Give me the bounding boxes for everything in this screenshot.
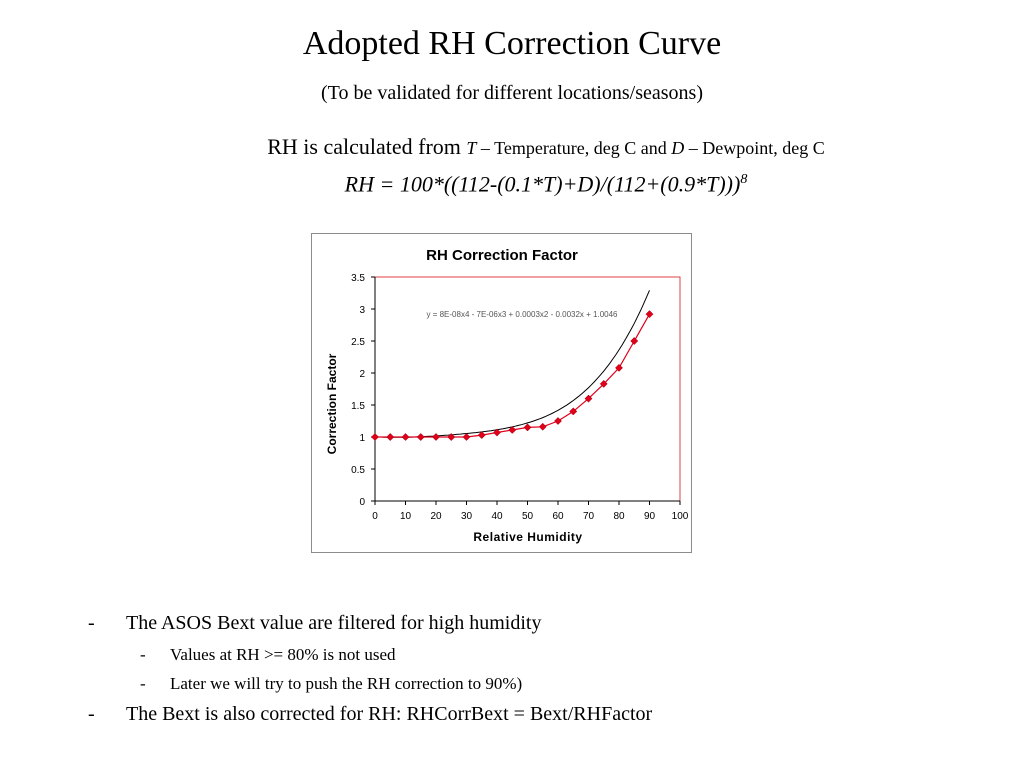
rh-formula: RH = 100*((112-(0.1*T)+D)/(112+(0.9*T)))…	[0, 165, 1024, 199]
plot-area-border	[375, 276, 681, 501]
y-tick-label: 1.5	[351, 401, 365, 412]
bullet-dash: -	[88, 612, 95, 634]
x-tick-label: 20	[430, 511, 442, 522]
data-point	[462, 433, 471, 441]
data-point	[645, 310, 654, 319]
formula-description: RH is calculated from T – Temperature, d…	[0, 133, 1024, 162]
y-tick-label: 0	[359, 497, 365, 508]
chart-plot-area: 0 0.5 1 1.5 2 2.5 3 3.5 0 10 20 30 40 50 60 70 80 90 100	[351, 273, 689, 522]
y-tick-label: 3	[359, 305, 365, 316]
rh-formula-text: RH = 100*((112-(0.1*T)+D)/(112+(0.9*T)))	[344, 171, 741, 197]
bullet-text: Later we will try to push the RH correct…	[170, 674, 523, 693]
x-tick-label: 50	[522, 511, 534, 522]
data-point	[371, 433, 379, 441]
trendline-equation: y = 8E-08x4 - 7E-06x3 + 0.0003x2 - 0.003…	[426, 310, 618, 319]
x-tick-label: 60	[552, 511, 564, 522]
data-point	[508, 426, 517, 434]
variable-d-description: – Dewpoint, deg C	[684, 138, 825, 158]
x-tick-label: 70	[583, 511, 595, 522]
x-tick-label: 40	[491, 511, 503, 522]
data-point	[432, 433, 440, 441]
data-point	[523, 423, 532, 432]
data-series-line	[375, 313, 651, 438]
y-tick-label: 1	[359, 433, 365, 444]
y-tick-label: 2.5	[351, 337, 365, 348]
data-point	[554, 417, 562, 425]
y-tick-label: 2	[359, 369, 365, 380]
data-point	[615, 363, 623, 372]
data-point	[416, 433, 425, 441]
data-point	[447, 433, 456, 441]
x-tick-label: 80	[613, 511, 625, 522]
rh-correction-chart: RH Correction Factor Correction Factor R…	[311, 233, 692, 553]
data-point	[569, 407, 578, 416]
variable-t-description: – Temperature, deg C and	[476, 138, 672, 158]
formula-intro: RH is calculated from	[267, 134, 461, 159]
data-point	[630, 337, 639, 345]
x-tick-label: 100	[672, 511, 689, 522]
slide-subtitle: (To be validated for different locations…	[321, 82, 703, 104]
bullet-text: Values at RH >= 80% is not used	[170, 645, 396, 664]
variable-t: T	[466, 138, 477, 158]
bullet-dash: -	[88, 703, 95, 725]
chart-canvas: RH Correction Factor Correction Factor R…	[325, 247, 689, 544]
rh-formula-exponent: 8	[740, 172, 748, 187]
data-point	[401, 433, 410, 441]
chart-title: RH Correction Factor	[426, 247, 578, 264]
bullet-text: The Bext is also corrected for RH: RHCor…	[126, 703, 653, 725]
x-axis-label: Relative Humidity	[473, 530, 582, 544]
x-tick-label: 0	[372, 511, 378, 522]
y-tick-label: 3.5	[351, 273, 365, 284]
x-tick-label: 90	[644, 511, 656, 522]
data-point	[386, 433, 395, 441]
y-axis-label: Correction Factor	[325, 353, 339, 454]
slide-title: Adopted RH Correction Curve	[302, 25, 722, 62]
x-tick-label: 10	[400, 511, 412, 522]
bullet-text: The ASOS Bext value are filtered for hig…	[126, 612, 542, 634]
data-point	[599, 379, 608, 388]
data-point	[584, 394, 593, 403]
data-point	[477, 431, 486, 440]
variable-d: D	[671, 138, 685, 158]
data-point	[493, 428, 501, 437]
bullet-dash: -	[140, 645, 146, 664]
y-tick-label: 0.5	[351, 465, 365, 476]
x-tick-label: 30	[461, 511, 473, 522]
data-point	[538, 422, 547, 431]
bullet-dash: -	[140, 674, 146, 693]
